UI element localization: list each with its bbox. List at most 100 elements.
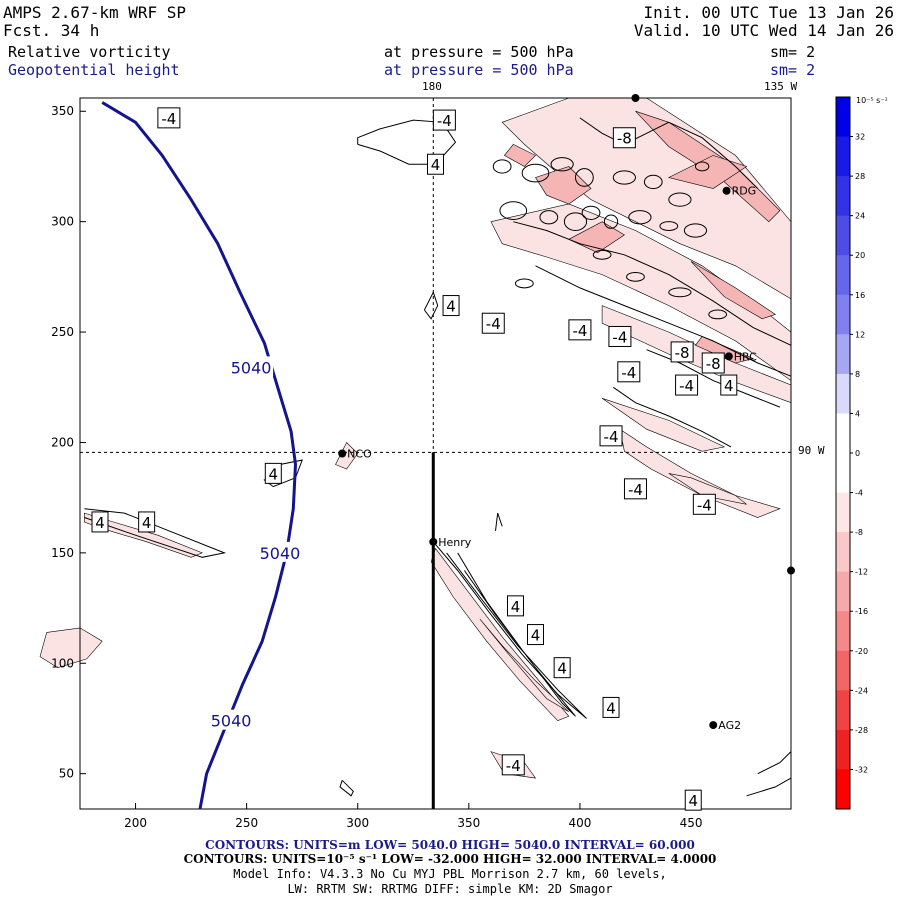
vort-contour-label: 4: [724, 377, 734, 395]
height-label-bg: [229, 356, 274, 377]
vort-contour-label: -4: [604, 428, 619, 446]
vort-contour-loop: [668, 192, 692, 207]
vort-contour-label: -8: [706, 355, 721, 373]
station-label: AG2: [718, 719, 741, 732]
vort-fill-region: [690, 261, 777, 320]
colorbar-swatch: [836, 97, 850, 138]
colorbar-tick-label: 28: [855, 172, 865, 181]
station-label: Henry: [438, 536, 472, 549]
vort-contour-label: -8: [675, 344, 690, 362]
vort-label-box: [568, 319, 592, 341]
vort-contour-label: -8: [617, 130, 632, 148]
vort-contour-label: 4: [142, 514, 152, 532]
colorbar-tick-label: -20: [855, 647, 868, 656]
vort-contour-loop: [643, 174, 663, 190]
vort-contour-line: [613, 386, 732, 448]
height-contour-label: 5040: [211, 712, 252, 731]
y-tick-label: 100: [51, 656, 74, 670]
vort-contour-loop: [626, 271, 645, 282]
vort-contour-loop: [683, 223, 708, 238]
vort-contour-line: [535, 265, 792, 377]
vort-fill-region: [430, 547, 570, 722]
lon-label-135w: 135 W: [764, 80, 798, 93]
height-contour-5040: [101, 101, 297, 810]
y-tick-label: 150: [51, 546, 74, 560]
vort-contour-line: [423, 290, 439, 320]
vort-contour-label: 4: [606, 699, 616, 717]
colorbar-swatch: [836, 136, 850, 177]
colorbar-tick-label: -16: [855, 607, 868, 616]
y-tick-label: 300: [51, 215, 74, 229]
colorbar-swatch: [836, 255, 850, 296]
vorticity-contours: [84, 117, 792, 797]
colorbar-tick-label: 4: [855, 409, 860, 418]
vort-contour-line: [357, 119, 457, 165]
vort-fill-region: [501, 97, 792, 300]
vort-contour-label: -4: [506, 757, 521, 775]
height-contour-label: 5040: [231, 358, 272, 377]
colorbar-swatch: [836, 690, 850, 731]
vort-contour-label: -4: [628, 481, 643, 499]
vort-contour-loop: [659, 221, 679, 231]
vort-contour-line: [432, 541, 587, 719]
vort-contour-line: [513, 221, 792, 346]
station-marker: [722, 186, 731, 195]
vort-contour-loop: [592, 249, 612, 260]
colorbar-swatch: [836, 334, 850, 375]
model-info-line2: LW: RRTM SW: RRTMG DIFF: simple KM: 2D S…: [287, 882, 613, 896]
field1-level: at pressure = 500 hPa: [384, 43, 574, 61]
height-label-bg: [257, 541, 302, 562]
vort-contour-label: 4: [446, 298, 456, 316]
field1-smooth: sm= 2: [770, 43, 816, 61]
plot-frame: [79, 97, 792, 810]
station-marker: [631, 94, 640, 102]
vort-fill-region: [695, 336, 755, 364]
colorbar-swatch: [836, 492, 850, 533]
colorbar-tick-label: -28: [855, 726, 868, 735]
colorbar-swatch: [836, 769, 850, 810]
station-label: RDG: [732, 185, 757, 198]
vort-label-box: [501, 754, 525, 776]
x-tick-label: 250: [235, 816, 258, 830]
vort-contour-loop: [550, 157, 574, 172]
colorbar-swatch: [836, 294, 850, 335]
vort-contour-loop: [694, 161, 710, 172]
vort-label-box: [617, 361, 641, 383]
vort-label-box: [599, 425, 623, 447]
colorbar-swatch: [836, 215, 850, 256]
colorbar-swatch: [836, 729, 850, 770]
vort-contour-line: [339, 779, 354, 797]
vort-fill-region: [619, 428, 781, 518]
vort-label-box: [432, 109, 456, 131]
vort-contour-line: [84, 508, 227, 558]
colorbar-swatch: [836, 611, 850, 652]
vort-contour-loop: [521, 163, 550, 183]
colorbar-tick-label: -8: [855, 528, 863, 537]
vort-contour-label: -4: [486, 315, 501, 333]
vort-contour-label: 4: [95, 514, 105, 532]
vort-contour-loop: [492, 159, 512, 174]
y-tick-label: 200: [51, 435, 74, 449]
station-marker: [787, 566, 795, 575]
vort-contour-label: 4: [688, 792, 698, 810]
vort-contour-line: [457, 552, 576, 717]
colorbar-swatch: [836, 453, 850, 494]
lon-label-90w: 90 W: [798, 444, 825, 457]
vort-contour-label: 4: [269, 465, 279, 483]
vort-fill-region: [535, 166, 592, 205]
field2-name: Geopotential height: [8, 61, 180, 79]
colorbar-tick-label: 20: [855, 251, 865, 260]
height-contour-info: CONTOURS: UNITS=m LOW= 5040.0 HIGH= 5040…: [205, 838, 695, 852]
vort-contour-label: -4: [612, 328, 627, 346]
colorbar-tick-label: 8: [855, 370, 860, 379]
vort-label-box: [701, 352, 725, 374]
vort-contour-loop: [603, 214, 619, 229]
y-tick-label: 250: [51, 325, 74, 339]
vort-contour-label: -4: [437, 112, 452, 130]
vort-label-box: [91, 511, 109, 533]
colorbar-tick-label: 0: [855, 449, 860, 458]
stations-layer: NCO Henry RDG HRC AG2: [338, 94, 795, 732]
x-tick-label: 200: [124, 816, 147, 830]
